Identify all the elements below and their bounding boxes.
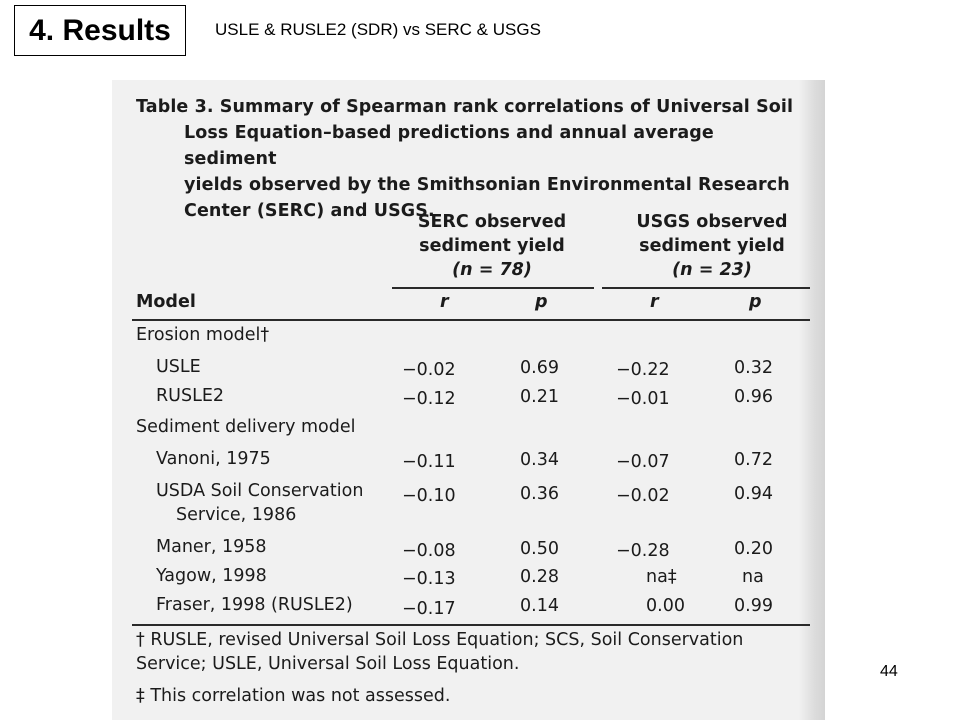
caption-line-3: yields observed by the Smithsonian Envir… — [184, 175, 790, 195]
usgs-header-line-2: sediment yield — [639, 236, 785, 256]
column-serc-p: p — [535, 292, 548, 312]
slide-subtitle: USLE & RUSLE2 (SDR) vs SERC & USGS — [215, 20, 541, 39]
row-model: Vanoni, 1975 — [156, 449, 271, 469]
row-usgs-p: 0.96 — [734, 387, 773, 407]
row-usgs-r: na‡ — [646, 567, 677, 587]
row-serc-r: −0.02 — [402, 360, 456, 380]
caption-line-2: Loss Equation–based predictions and annu… — [184, 123, 714, 169]
row-serc-p: 0.36 — [520, 484, 559, 504]
row-usgs-p: 0.72 — [734, 450, 773, 470]
serc-header-rule — [392, 287, 594, 289]
row-usgs-p: 0.99 — [734, 596, 773, 616]
row-serc-r: −0.10 — [402, 486, 456, 506]
serc-header: SERC observed sediment yield (n = 78) — [392, 210, 592, 282]
row-serc-p: 0.14 — [520, 596, 559, 616]
group-erosion-model: Erosion model† — [136, 325, 270, 345]
row-usgs-r: −0.07 — [616, 452, 670, 472]
row-usgs-p: 0.32 — [734, 358, 773, 378]
footnote-dagger: † RUSLE, revised Universal Soil Loss Equ… — [136, 628, 743, 676]
page-number: 44 — [880, 663, 898, 680]
group-sediment-delivery-model: Sediment delivery model — [136, 417, 356, 437]
row-serc-r: −0.11 — [402, 452, 456, 472]
row-usgs-r: 0.00 — [646, 596, 685, 616]
caption-line-1: Table 3. Summary of Spearman rank correl… — [136, 97, 794, 117]
row-usgs-p: 0.94 — [734, 484, 773, 504]
row-usgs-r: −0.01 — [616, 389, 670, 409]
row-serc-p: 0.28 — [520, 567, 559, 587]
row-serc-r: −0.12 — [402, 389, 456, 409]
footnote-dagger-line-2: Service; USLE, Universal Soil Loss Equat… — [136, 654, 520, 674]
row-serc-p: 0.34 — [520, 450, 559, 470]
scanned-table-image: Table 3. Summary of Spearman rank correl… — [112, 80, 825, 720]
row-model-line-2: Service, 1986 — [176, 505, 297, 525]
row-usgs-p: 0.20 — [734, 539, 773, 559]
row-model: RUSLE2 — [156, 386, 225, 406]
usgs-header-n: (n = 23) — [672, 260, 752, 280]
row-model: Maner, 1958 — [156, 537, 267, 557]
row-serc-r: −0.17 — [402, 599, 456, 619]
usgs-header-rule — [602, 287, 810, 289]
column-model: Model — [136, 292, 196, 312]
serc-header-line-1: SERC observed — [417, 212, 567, 232]
column-usgs-p: p — [749, 292, 762, 312]
usgs-header-line-1: USGS observed — [636, 212, 788, 232]
row-usgs-p: na — [742, 567, 764, 587]
serc-header-n: (n = 78) — [452, 260, 532, 280]
row-serc-r: −0.13 — [402, 569, 456, 589]
usgs-header: USGS observed sediment yield (n = 23) — [612, 210, 812, 282]
row-usgs-r: −0.02 — [616, 486, 670, 506]
scan-page-edge — [799, 80, 825, 720]
caption-line-4: Center (SERC) and USGS. — [184, 201, 435, 221]
row-model: USDA Soil Conservation — [156, 481, 364, 501]
table-caption: Table 3. Summary of Spearman rank correl… — [136, 94, 796, 224]
row-model: USLE — [156, 357, 201, 377]
row-serc-p: 0.50 — [520, 539, 559, 559]
row-model: Yagow, 1998 — [156, 566, 267, 586]
footnote-dagger-line-1: † RUSLE, revised Universal Soil Loss Equ… — [136, 630, 744, 650]
row-serc-p: 0.21 — [520, 387, 559, 407]
column-serc-r: r — [440, 292, 449, 312]
row-serc-p: 0.69 — [520, 358, 559, 378]
column-header-rule — [132, 319, 810, 321]
column-usgs-r: r — [650, 292, 659, 312]
table-bottom-rule — [132, 624, 810, 626]
row-usgs-r: −0.28 — [616, 541, 670, 561]
footnote-double-dagger: ‡ This correlation was not assessed. — [136, 686, 451, 706]
row-model: Fraser, 1998 (RUSLE2) — [156, 595, 353, 615]
serc-header-line-2: sediment yield — [419, 236, 565, 256]
slide-title: 4. Results — [14, 5, 186, 56]
row-usgs-r: −0.22 — [616, 360, 670, 380]
row-serc-r: −0.08 — [402, 541, 456, 561]
